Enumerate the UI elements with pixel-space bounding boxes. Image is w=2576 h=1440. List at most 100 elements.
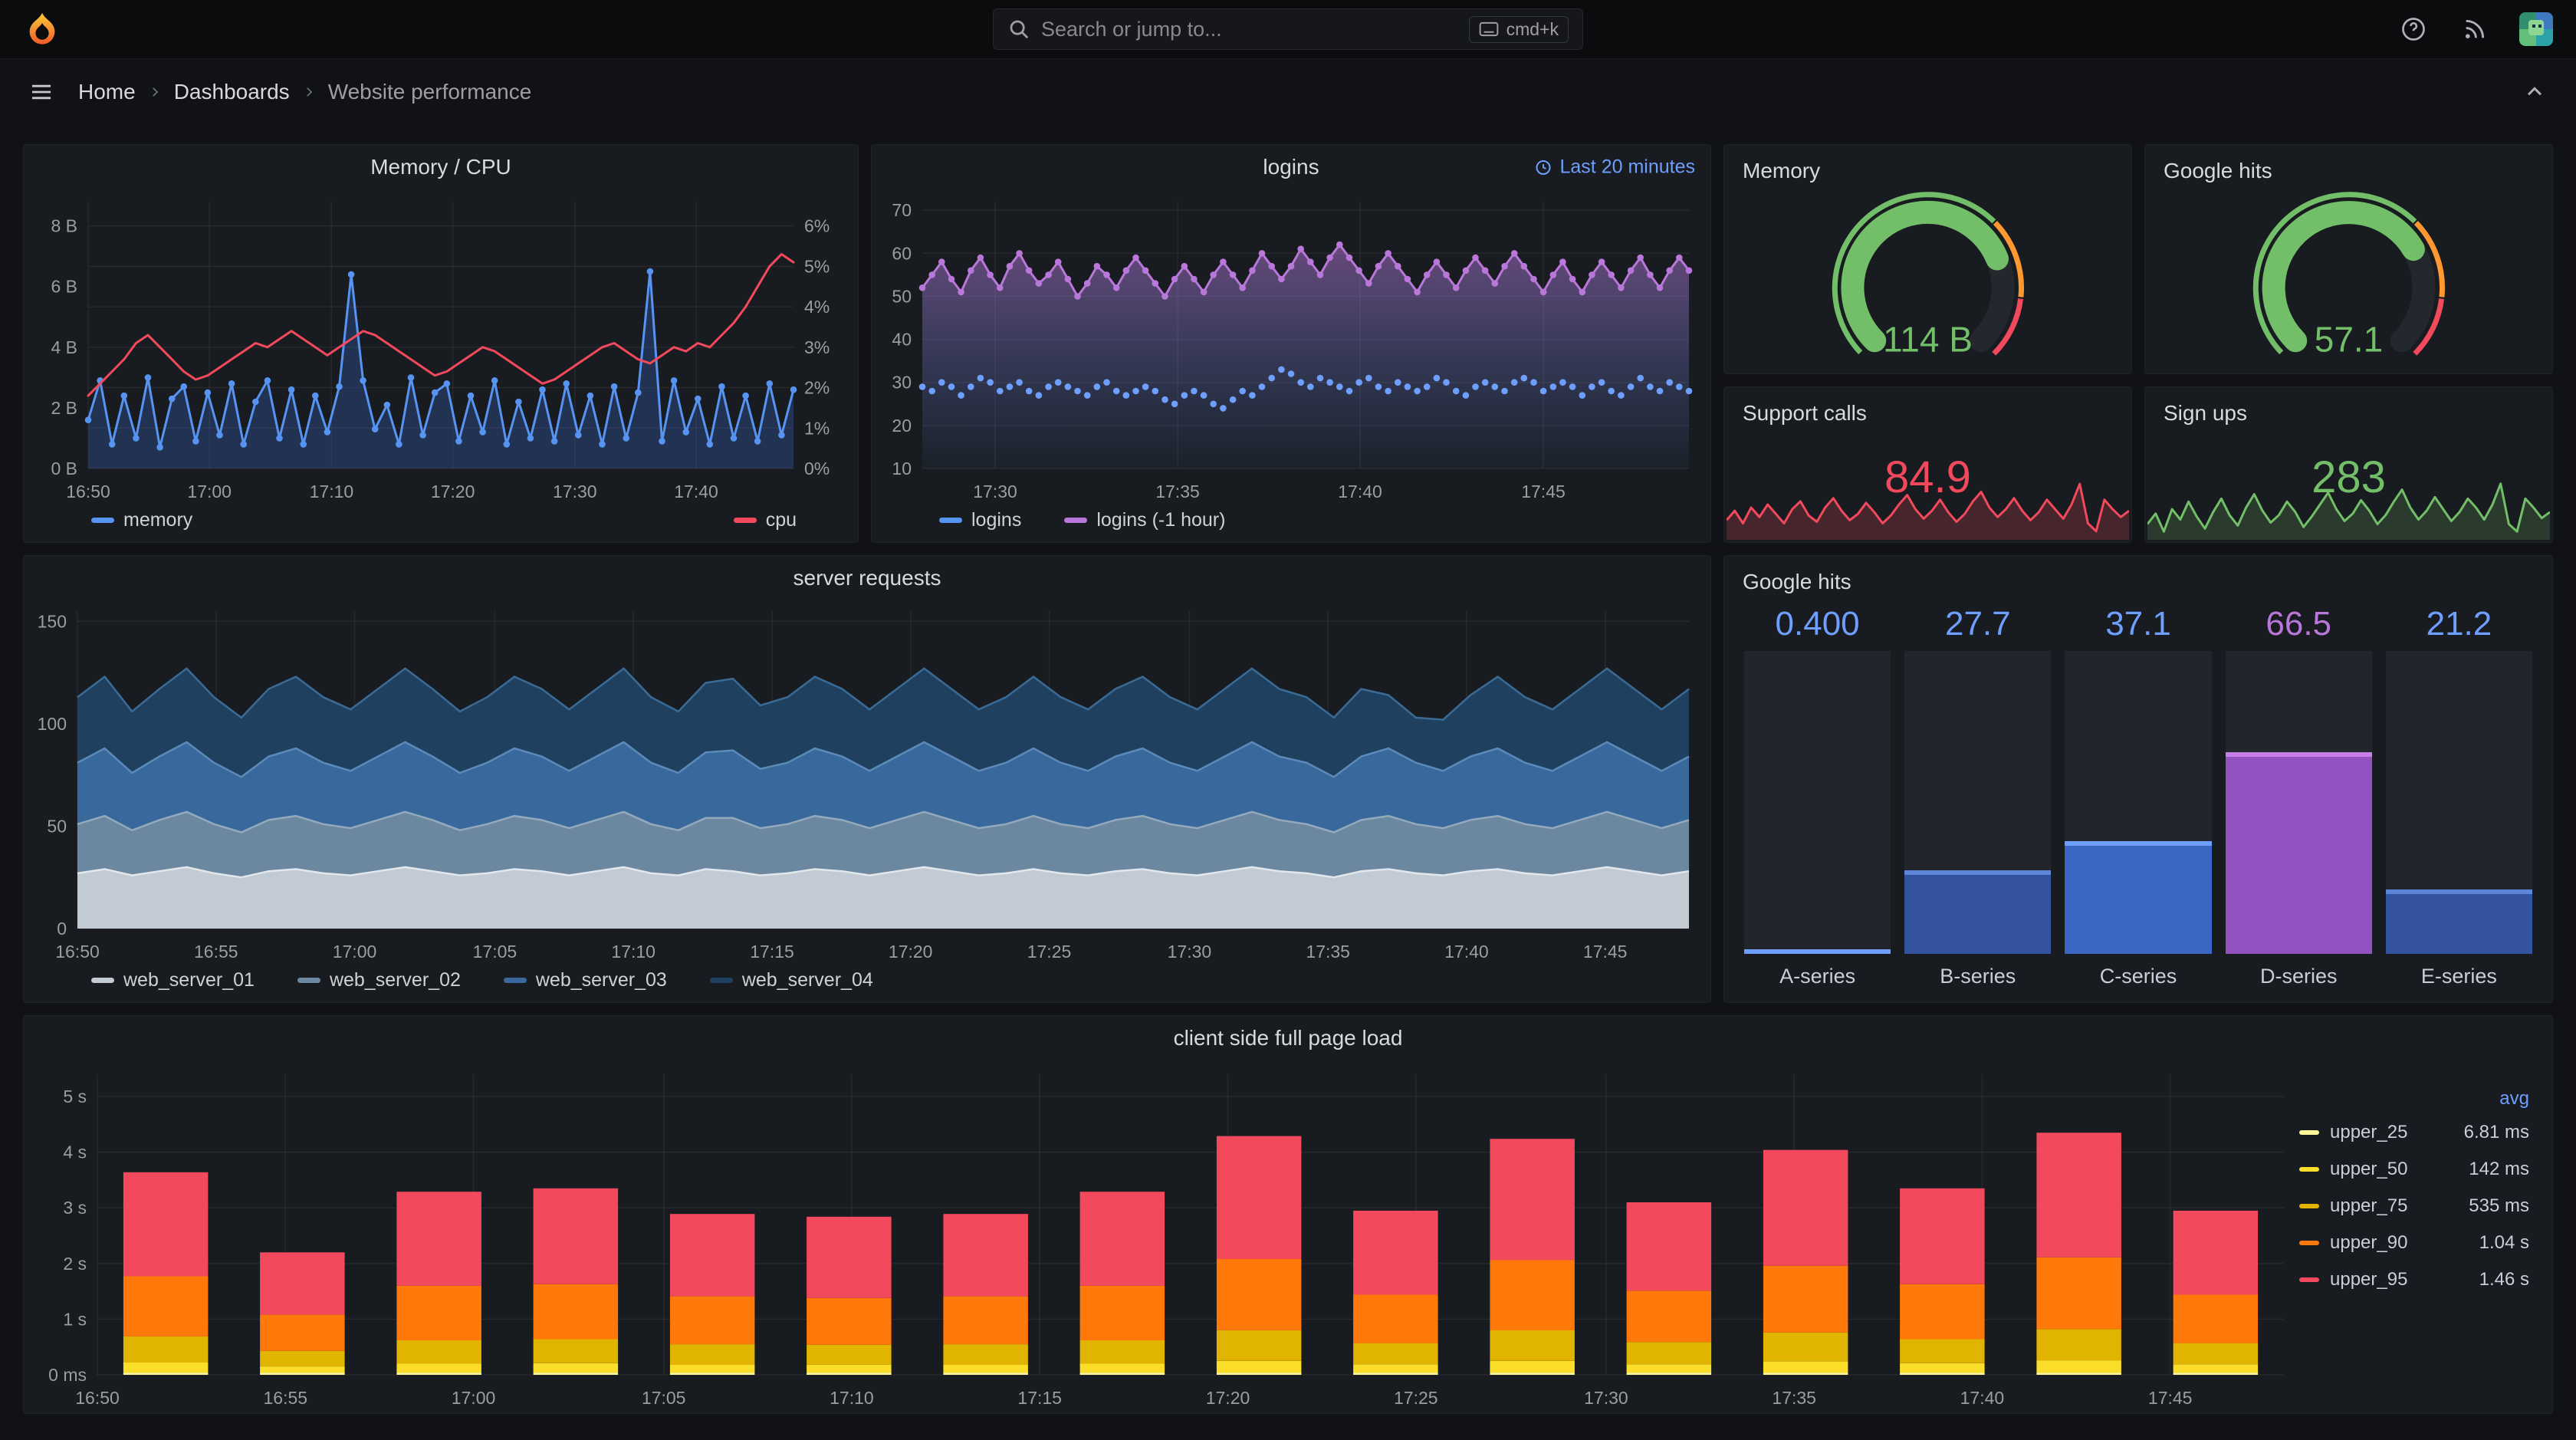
svg-text:5 s: 5 s [63,1087,87,1106]
memory-cpu-legend: memory cpu [24,505,858,542]
breadcrumb-item-home[interactable]: Home [78,80,136,104]
search-icon [1010,20,1029,39]
svg-text:4 B: 4 B [51,337,77,357]
keyboard-icon [1479,21,1498,37]
svg-text:2 s: 2 s [63,1254,87,1274]
memory-cpu-chart[interactable]: 0 B 2 B 4 B 6 B 8 B 0% 1% 2% 3% 4% 5% 6% 16:50 17:00 1… [24,189,858,505]
svg-text:50: 50 [47,817,67,837]
legend-swatch [2299,1277,2319,1282]
bar-gauge-column-a-series[interactable]: 0.400 A-series [1744,605,1891,988]
legend-item-memory[interactable]: memory [91,509,192,531]
page-load-legend-table: avg upper_25 6.81 ms upper_50 142 ms upper_7… [2299,1060,2552,1413]
logins-chart[interactable]: 10 20 30 40 50 60 70 17:30 17:35 17:40 17:45 [872,189,1710,505]
panel-title-support-calls[interactable]: Support calls [1743,401,1867,425]
bar-gauge-column-e-series[interactable]: 21.2 E-series [2385,605,2533,988]
page-load-body: 0 ms 1 s 2 s 3 s 4 s 5 s 16:50 16:55 17:00 17:05 1… [24,1060,2552,1413]
panel-title-server-requests[interactable]: server requests [793,566,941,590]
svg-text:17:20: 17:20 [1206,1388,1250,1408]
collapse-toolbar-button[interactable] [2518,75,2551,109]
support-calls-value: 84.9 [1884,452,1971,502]
breadcrumb-separator-icon [306,87,312,97]
legend-label: memory [123,508,193,531]
legend-item-logins[interactable]: logins [939,509,1021,531]
legend-item-logins-1-hour-[interactable]: logins (-1 hour) [1064,509,1225,531]
breadcrumb-separator-icon [152,87,158,97]
panel-logins: logins Last 20 minutes 10 20 30 40 50 60 70 17:… [871,144,1711,543]
legend-label: web_server_04 [741,968,873,991]
help-button[interactable] [2397,12,2430,46]
legend-item-cpu[interactable]: cpu [733,508,797,531]
topbar-actions [2397,12,2553,46]
c-memcpu-svg: 0 B 2 B 4 B 6 B 8 B 0% 1% 2% 3% 4% 5% 6% 16:50 17:00 1… [51,202,830,501]
svg-text:2 B: 2 B [51,398,77,418]
breadcrumb-item-dashboards[interactable]: Dashboards [173,80,290,104]
legend-series-row-upper_50[interactable]: upper_50 142 ms [2299,1151,2529,1188]
bar-gauge-value: 37.1 [2105,605,2171,643]
panel-title-sign-ups[interactable]: Sign ups [2164,401,2247,425]
legend-series-row-upper_75[interactable]: upper_75 535 ms [2299,1188,2529,1225]
legend-series-row-upper_95[interactable]: upper_95 1.46 s [2299,1261,2529,1298]
svg-text:17:45: 17:45 [1583,942,1628,962]
cmdk-shortcut-badge: cmd+k [1468,15,1569,43]
legend-swatch [297,977,320,983]
news-button[interactable] [2458,12,2492,46]
svg-text:17:40: 17:40 [674,482,718,501]
panel-title-google-hits-bars[interactable]: Google hits [1743,570,1852,593]
legend-swatch [503,977,527,983]
time-range-picker[interactable]: Last 20 minutes [1534,156,1695,179]
user-avatar[interactable] [2519,12,2553,46]
svg-text:17:15: 17:15 [1017,1388,1062,1408]
svg-text:17:10: 17:10 [830,1388,874,1408]
legend-item-web_server_03[interactable]: web_server_03 [503,968,667,991]
legend-series-avg: 535 ms [2469,1195,2529,1216]
legend-label: web_server_03 [535,968,667,991]
panel-title-google-hits[interactable]: Google hits [2164,159,2272,182]
bar-gauge-column-c-series[interactable]: 37.1 C-series [2065,605,2212,988]
svg-text:17:30: 17:30 [1168,942,1212,962]
search-input[interactable] [1041,17,1458,41]
legend-series-avg: 1.04 s [2479,1232,2529,1253]
server-requests-chart[interactable]: 0 50 100 150 16:50 16:55 17:00 17:05 17:10 17:15 1… [24,600,1710,965]
legend-item-web_server_04[interactable]: web_server_04 [709,968,873,991]
panel-title-logins[interactable]: logins [1263,155,1319,179]
legend-item-web_server_01[interactable]: web_server_01 [91,969,255,991]
c-server-svg: 0 50 100 150 16:50 16:55 17:00 17:05 17:10 17:15 1… [38,611,1690,962]
bar-gauge-column-d-series[interactable]: 66.5 D-series [2225,605,2372,988]
svg-text:2%: 2% [804,378,830,398]
legend-label: cpu [765,508,797,531]
legend-swatch [2299,1204,2319,1208]
bar-gauge-fill [1904,870,2052,954]
panel-title-page-load[interactable]: client side full page load [1173,1026,1403,1050]
svg-text:17:05: 17:05 [473,942,518,962]
bar-gauge-column-b-series[interactable]: 27.7 B-series [1904,605,2052,988]
legend-series-avg: 1.46 s [2479,1269,2529,1290]
grafana-logo[interactable] [23,10,61,48]
legend-item-web_server_02[interactable]: web_server_02 [297,969,461,991]
svg-text:1 s: 1 s [63,1309,87,1329]
svg-text:17:40: 17:40 [1960,1388,2005,1408]
svg-text:17:20: 17:20 [889,942,933,962]
svg-text:17:35: 17:35 [1155,482,1200,501]
legend-swatch [939,517,962,523]
svg-text:17:45: 17:45 [1521,482,1566,501]
svg-text:17:30: 17:30 [553,482,597,501]
legend-series-row-upper_25[interactable]: upper_25 6.81 ms [2299,1114,2529,1151]
panel-title-memory[interactable]: Memory [1743,159,1821,182]
svg-text:16:50: 16:50 [66,482,110,501]
legend-swatch [2299,1241,2319,1245]
svg-text:0 ms: 0 ms [48,1365,87,1385]
panel-title-memory-cpu[interactable]: Memory / CPU [370,155,511,179]
avg-column-header[interactable]: avg [2499,1088,2529,1109]
svg-text:60: 60 [892,243,912,263]
menu-toggle[interactable] [25,75,58,109]
svg-text:17:05: 17:05 [642,1388,686,1408]
stat-panels-group: Memory 114 B Google hits 57.1 Support ca… [1723,144,2553,543]
search-box[interactable]: cmd+k [993,8,1583,50]
svg-text:4%: 4% [804,297,830,317]
svg-text:40: 40 [892,330,912,350]
server-requests-legend: web_server_01 web_server_02 web_server_03 w… [24,965,1710,1002]
shortcut-label: cmd+k [1506,18,1559,39]
svg-text:57.1: 57.1 [2315,319,2384,359]
legend-series-row-upper_90[interactable]: upper_90 1.04 s [2299,1225,2529,1261]
page-load-chart[interactable]: 0 ms 1 s 2 s 3 s 4 s 5 s 16:50 16:55 17:00 17:05 1… [24,1060,2299,1413]
